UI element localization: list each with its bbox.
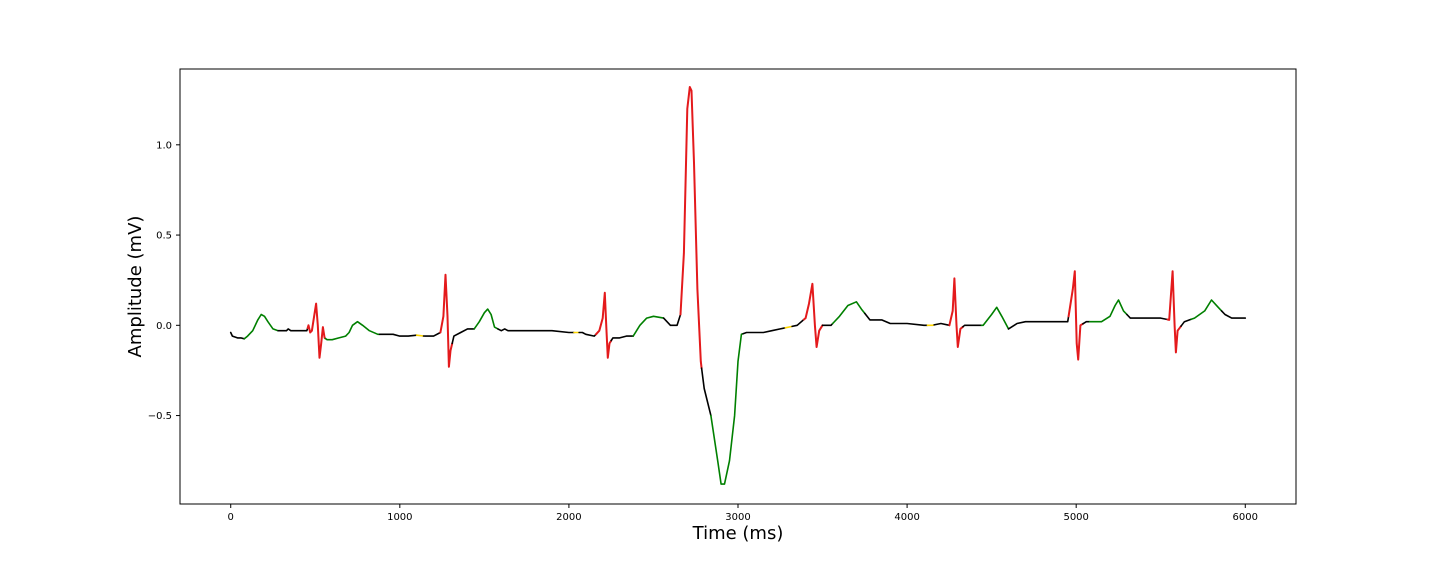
ecg-segment-t-wave [710,332,744,485]
y-tick-label: 0.0 [156,321,172,332]
ecg-segment-qrs [948,277,964,348]
ecg-segment-baseline [277,327,309,332]
ecg-segment-p-wave [243,313,279,340]
ecg-segment-baseline [742,327,787,335]
ecg-segment-baseline [864,312,929,327]
x-tick-label: 1000 [387,512,412,523]
x-tick-label: 2000 [556,512,581,523]
x-tick-label: 6000 [1233,512,1258,523]
ecg-segment-baseline [610,335,634,342]
ecg-segment-baseline [378,333,418,337]
ecg-segment-baseline [821,322,834,327]
ecg-segment-baseline [700,367,712,417]
ecg-segment-qrs [439,273,454,368]
ecg-segment-qrs [306,302,327,359]
ecg-segment-baseline [662,313,682,327]
ecg-segment-qrs [1166,270,1182,354]
ecg-segment-baseline [422,331,442,337]
ecg-segment-p-wave [980,306,1010,330]
ecg-segment-baseline [229,331,246,340]
ecg-segment-p-wave [1088,299,1128,323]
x-axis-label: Time (ms) [692,523,784,544]
y-tick-label: 1.0 [156,140,172,151]
y-tick-label: 0.5 [156,231,172,242]
x-tick-label: 3000 [725,512,750,523]
ecg-segment-baseline [962,324,983,328]
ecg-segment-baseline [1180,318,1192,327]
ecg-segment-qrs [802,282,824,348]
ecg-segment-p-wave [1190,299,1223,321]
ecg-segment-qrs [679,86,703,370]
ecg-segment-baseline [1220,310,1247,319]
ecg-segment-baseline [451,328,475,345]
ecg-segment-baseline [1007,315,1070,330]
ecg-segment-baseline [578,331,597,337]
ecg-segment-p-wave [632,315,665,337]
ecg-segment-pr-marker [784,325,793,329]
x-tick-label: 5000 [1063,512,1088,523]
ecg-segment-qrs [595,291,613,359]
ecg-segment-p-wave [831,301,866,325]
ecg-segment-p-wave [324,320,381,341]
x-axis: 0 1000 2000 3000 4000 5000 6000 [228,504,1258,523]
y-tick-label: −0.5 [148,411,172,422]
plot-area [229,86,1247,485]
ecg-segment-qrs [1067,270,1084,361]
ecg-segment-baseline [497,328,575,334]
ecg-segment-baseline [791,318,805,328]
ecg-segment-p-wave [473,308,499,330]
ecg-segment-baseline [1082,320,1091,325]
x-tick-label: 0 [228,512,234,523]
ecg-segment-baseline [933,322,951,327]
y-axis: −0.5 0.0 0.5 1.0 [148,140,180,422]
x-tick-label: 4000 [894,512,919,523]
ecg-segment-pr-marker [415,334,425,337]
ecg-segment-baseline [1126,313,1169,321]
y-axis-label: Amplitude (mV) [125,216,146,358]
axes-frame [179,68,1297,505]
